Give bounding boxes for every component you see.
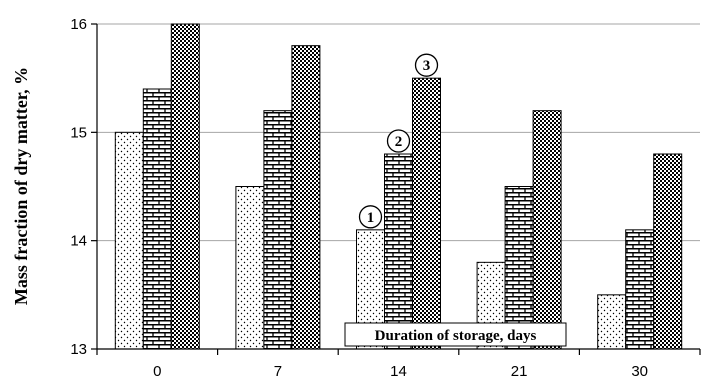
series-marker-label-3: 3 (423, 58, 431, 74)
x-axis-title-frame (344, 322, 567, 347)
bar-series1-day7 (235, 186, 265, 350)
series-marker-3: 3 (414, 53, 439, 77)
bar-series3-day21 (532, 110, 562, 350)
x-axis-title-box: Duration of storage, days (344, 322, 567, 347)
series-marker-label-2: 2 (395, 134, 403, 150)
x-tick-label-0: 0 (153, 363, 161, 380)
bar-series1-day0 (114, 131, 144, 350)
x-axis-title: Duration of storage, days (375, 328, 537, 344)
x-tick-label-7: 7 (274, 363, 282, 380)
x-tick-label-30: 30 (631, 363, 648, 380)
series-marker-circle-2 (386, 129, 411, 153)
bar-series1-day30 (597, 294, 627, 350)
bars (114, 23, 683, 350)
x-tick-label-14: 14 (390, 363, 407, 380)
axes (91, 23, 701, 355)
series-markers: 1 2 3 (358, 53, 439, 229)
series-marker-2: 2 (386, 129, 411, 153)
bar-series3-day30 (653, 153, 683, 350)
series-marker-label-1: 1 (367, 210, 375, 226)
series-marker-1: 1 (358, 205, 383, 229)
bar-series2-day0 (142, 88, 172, 350)
y-tick-label-13: 13 (70, 341, 87, 358)
bar-series3-day0 (170, 23, 200, 350)
y-tick-label-14: 14 (70, 233, 87, 250)
bar-series2-day30 (625, 229, 655, 350)
series-marker-circle-3 (414, 53, 439, 77)
bar-series3-day7 (291, 45, 321, 350)
y-tick-label-15: 15 (70, 124, 87, 141)
y-tick-label-16: 16 (70, 16, 87, 33)
bar-series3-day14 (412, 77, 441, 350)
bar-series2-day14 (384, 153, 413, 350)
bar-series2-day21 (504, 186, 534, 350)
x-tick-label-21: 21 (511, 363, 528, 380)
y-axis-title: Mass fraction of dry matter, % (11, 67, 31, 305)
bar-series2-day7 (263, 110, 293, 350)
series-marker-circle-1 (358, 205, 383, 229)
